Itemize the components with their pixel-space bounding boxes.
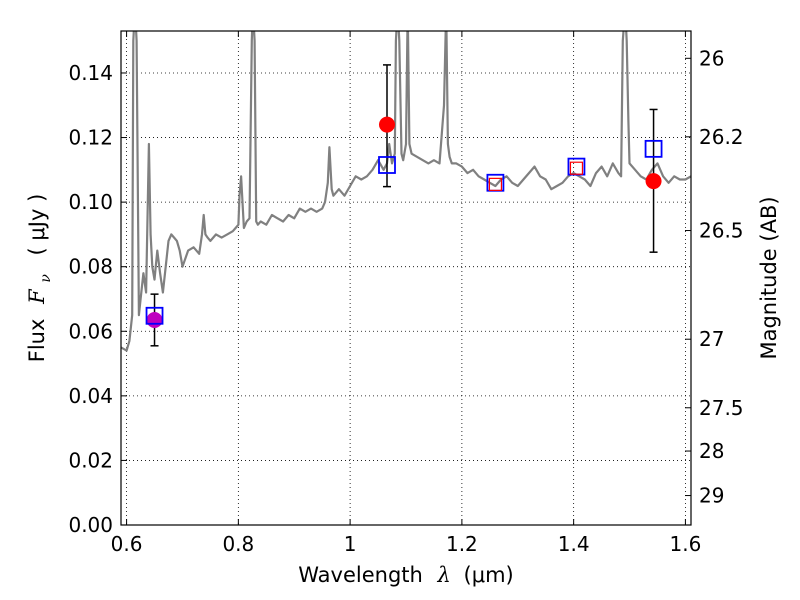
x-tick-label: 1 [344, 532, 357, 556]
y2-tick-label: 27 [699, 327, 724, 351]
data-point-square-small [569, 161, 584, 175]
plot-area [121, 31, 691, 352]
data-point-square [378, 156, 396, 174]
axes: 0.6 0.8 1 1.2 1.4 1.6 0.00 0.02 0.04 0.06 0.08 0.10… [68, 30, 744, 556]
y2-tick-label: 29 [699, 484, 724, 508]
x-axis-label: Wavelength λ (μm) [298, 563, 513, 587]
axes-frame [120, 30, 692, 526]
spectrum-line [121, 31, 691, 352]
y-tick-label: 0.12 [68, 126, 113, 150]
data-point-square [644, 139, 663, 158]
y-tick-label: 0.14 [68, 61, 113, 85]
x-tick-label: 1.6 [670, 532, 702, 556]
x-tick-label: 1.4 [558, 532, 590, 556]
y-tick-label: 0.00 [68, 513, 113, 537]
y-tick-label: 0.04 [68, 384, 113, 408]
y2-axis-label: Magnitude (AB) [757, 196, 781, 359]
data-point-circle [146, 311, 163, 328]
data-point-square [145, 306, 164, 325]
data-point-circle [379, 116, 395, 133]
y2-tick-label: 26.2 [699, 125, 744, 149]
y2-tick-label: 28 [699, 439, 724, 463]
y2-tick-label: 26 [699, 46, 724, 70]
y2-tick-label: 26.5 [699, 219, 744, 243]
y-tick-label: 0.08 [68, 255, 113, 279]
y-tick-label: 0.10 [68, 190, 113, 214]
y-tick-label: 0.02 [68, 448, 113, 472]
x-tick-label: 0.6 [111, 532, 143, 556]
x-tick-label: 0.8 [222, 532, 254, 556]
data-point-square-small [488, 177, 503, 191]
data-point-circle [645, 173, 662, 190]
x-tick-label: 1.2 [446, 532, 478, 556]
y2-tick-label: 27.5 [699, 396, 744, 420]
y-tick-label: 0.06 [68, 319, 113, 343]
y-axis-label: Flux F ν ( μJy ) [25, 194, 55, 363]
